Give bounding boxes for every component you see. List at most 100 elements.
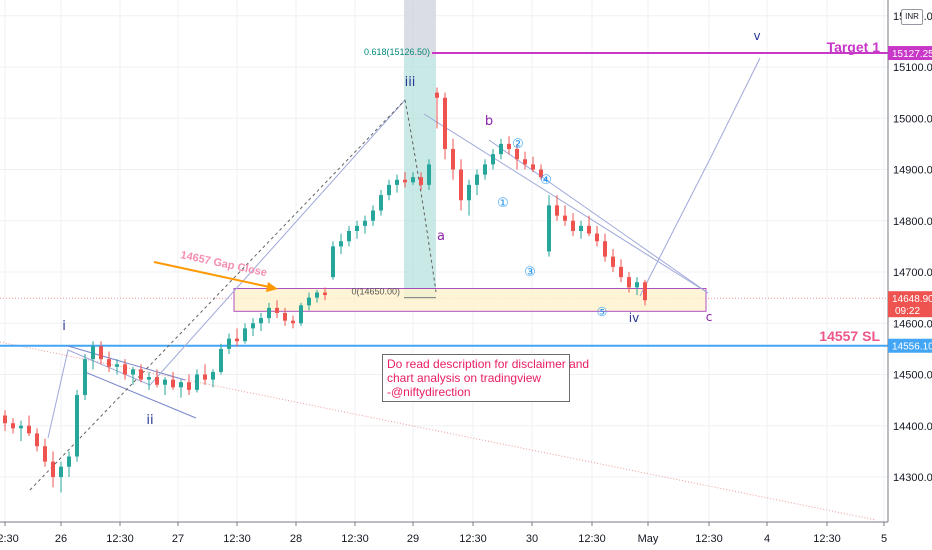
wave-label-1: ii	[146, 413, 153, 428]
candle-body	[635, 282, 639, 288]
candle-body	[211, 371, 215, 380]
candle	[571, 213, 575, 237]
candle	[395, 174, 399, 193]
candle	[595, 225, 599, 247]
candle	[251, 318, 255, 337]
currency-badge[interactable]: INR	[901, 9, 923, 25]
candle	[579, 220, 583, 239]
price-tick-label: 14600.00	[893, 318, 932, 330]
candle-body	[459, 169, 463, 201]
time-tick-label: 27	[172, 533, 184, 545]
candle-body	[131, 369, 135, 375]
candle	[363, 215, 367, 234]
candle	[387, 179, 391, 201]
time-tick-label: 4	[764, 533, 770, 545]
candle-body	[379, 195, 383, 211]
candle-body	[483, 164, 487, 175]
candle-body	[35, 433, 39, 447]
candle	[435, 87, 439, 129]
triangle-lower	[423, 113, 709, 294]
candle-body	[315, 292, 319, 298]
candle	[107, 351, 111, 372]
time-tick-label: 5	[881, 533, 887, 545]
candle	[299, 302, 303, 326]
candle	[123, 359, 127, 380]
candle-body	[603, 241, 607, 257]
candle-body	[435, 92, 439, 98]
candle-body	[395, 179, 399, 185]
fib-band-top	[404, 0, 436, 57]
stoploss-price-tag: 14556.10	[892, 342, 932, 353]
candle	[267, 302, 271, 324]
candle-body	[427, 164, 431, 185]
note-line-2: chart analysis on tradingview	[387, 371, 542, 385]
candle	[219, 343, 223, 375]
candle	[427, 159, 431, 190]
candle-body	[371, 210, 375, 221]
candle-body	[443, 97, 447, 149]
time-tick-label: 12:30	[578, 533, 606, 545]
candle	[179, 379, 183, 398]
candle-body	[387, 184, 391, 196]
fib-0618-label: 0.618(15126.50)	[364, 47, 430, 57]
chart-overlay: 14657 Gap Close 0.618(15126.50) 0(14650.00…	[0, 0, 889, 523]
candle	[331, 241, 335, 280]
candle	[339, 233, 343, 255]
fib-trend	[29, 99, 406, 491]
price-tick-label: 14800.00	[893, 216, 932, 228]
candle-body	[467, 184, 471, 201]
channel-upper	[67, 345, 186, 381]
wave-label-8: ①	[497, 196, 509, 211]
candle-body	[203, 374, 207, 380]
candle	[619, 259, 623, 283]
candle	[483, 159, 487, 180]
price-tick-label: 14900.00	[893, 165, 932, 177]
candle	[75, 389, 79, 462]
candle	[507, 136, 511, 155]
candle-body	[179, 382, 183, 388]
time-tick-label: 29	[407, 533, 419, 545]
candle-body	[267, 307, 271, 319]
candle	[307, 292, 311, 311]
price-axis[interactable]: 14300.00 14400.00 14500.00 14600.00 14700.00…	[888, 11, 932, 484]
candle	[643, 279, 647, 306]
candle-body	[643, 282, 647, 301]
candle-body	[27, 425, 31, 434]
candle	[139, 364, 143, 383]
candle-body	[227, 338, 231, 349]
wave-label-3: iv	[629, 311, 639, 325]
candle-body	[139, 369, 143, 380]
candle	[603, 233, 607, 262]
candle-body	[163, 379, 167, 385]
candle	[531, 156, 535, 173]
candle	[235, 328, 239, 347]
triangle-upper	[488, 139, 709, 294]
candle	[379, 190, 383, 216]
candle	[35, 428, 39, 452]
candle-body	[611, 256, 615, 267]
candle-body	[251, 323, 255, 329]
candle	[403, 172, 407, 188]
candle	[19, 420, 23, 442]
candle	[115, 359, 119, 375]
candle-body	[531, 164, 535, 170]
price-tick-label: 15000.00	[893, 113, 932, 125]
candle-body	[3, 415, 7, 424]
candle-body	[507, 143, 511, 149]
wave-label-7: c	[706, 310, 713, 324]
candle	[315, 289, 319, 303]
candle-body	[331, 246, 335, 278]
candle-body	[83, 359, 87, 395]
candle-body	[75, 395, 79, 457]
time-axis[interactable]: 12:30 26 12:30 27 12:30 28 12:30 29 12:30 30 12:30…	[0, 522, 887, 545]
candle	[347, 225, 351, 247]
candle	[419, 172, 423, 190]
stoploss-label: 14557 SL	[819, 328, 880, 344]
candle	[195, 369, 199, 393]
candle-body	[403, 179, 407, 183]
candle	[563, 205, 567, 226]
time-tick-label: 26	[55, 533, 67, 545]
time-tick-label: 12:30	[223, 533, 251, 545]
price-tick-label: 14500.00	[893, 370, 932, 382]
